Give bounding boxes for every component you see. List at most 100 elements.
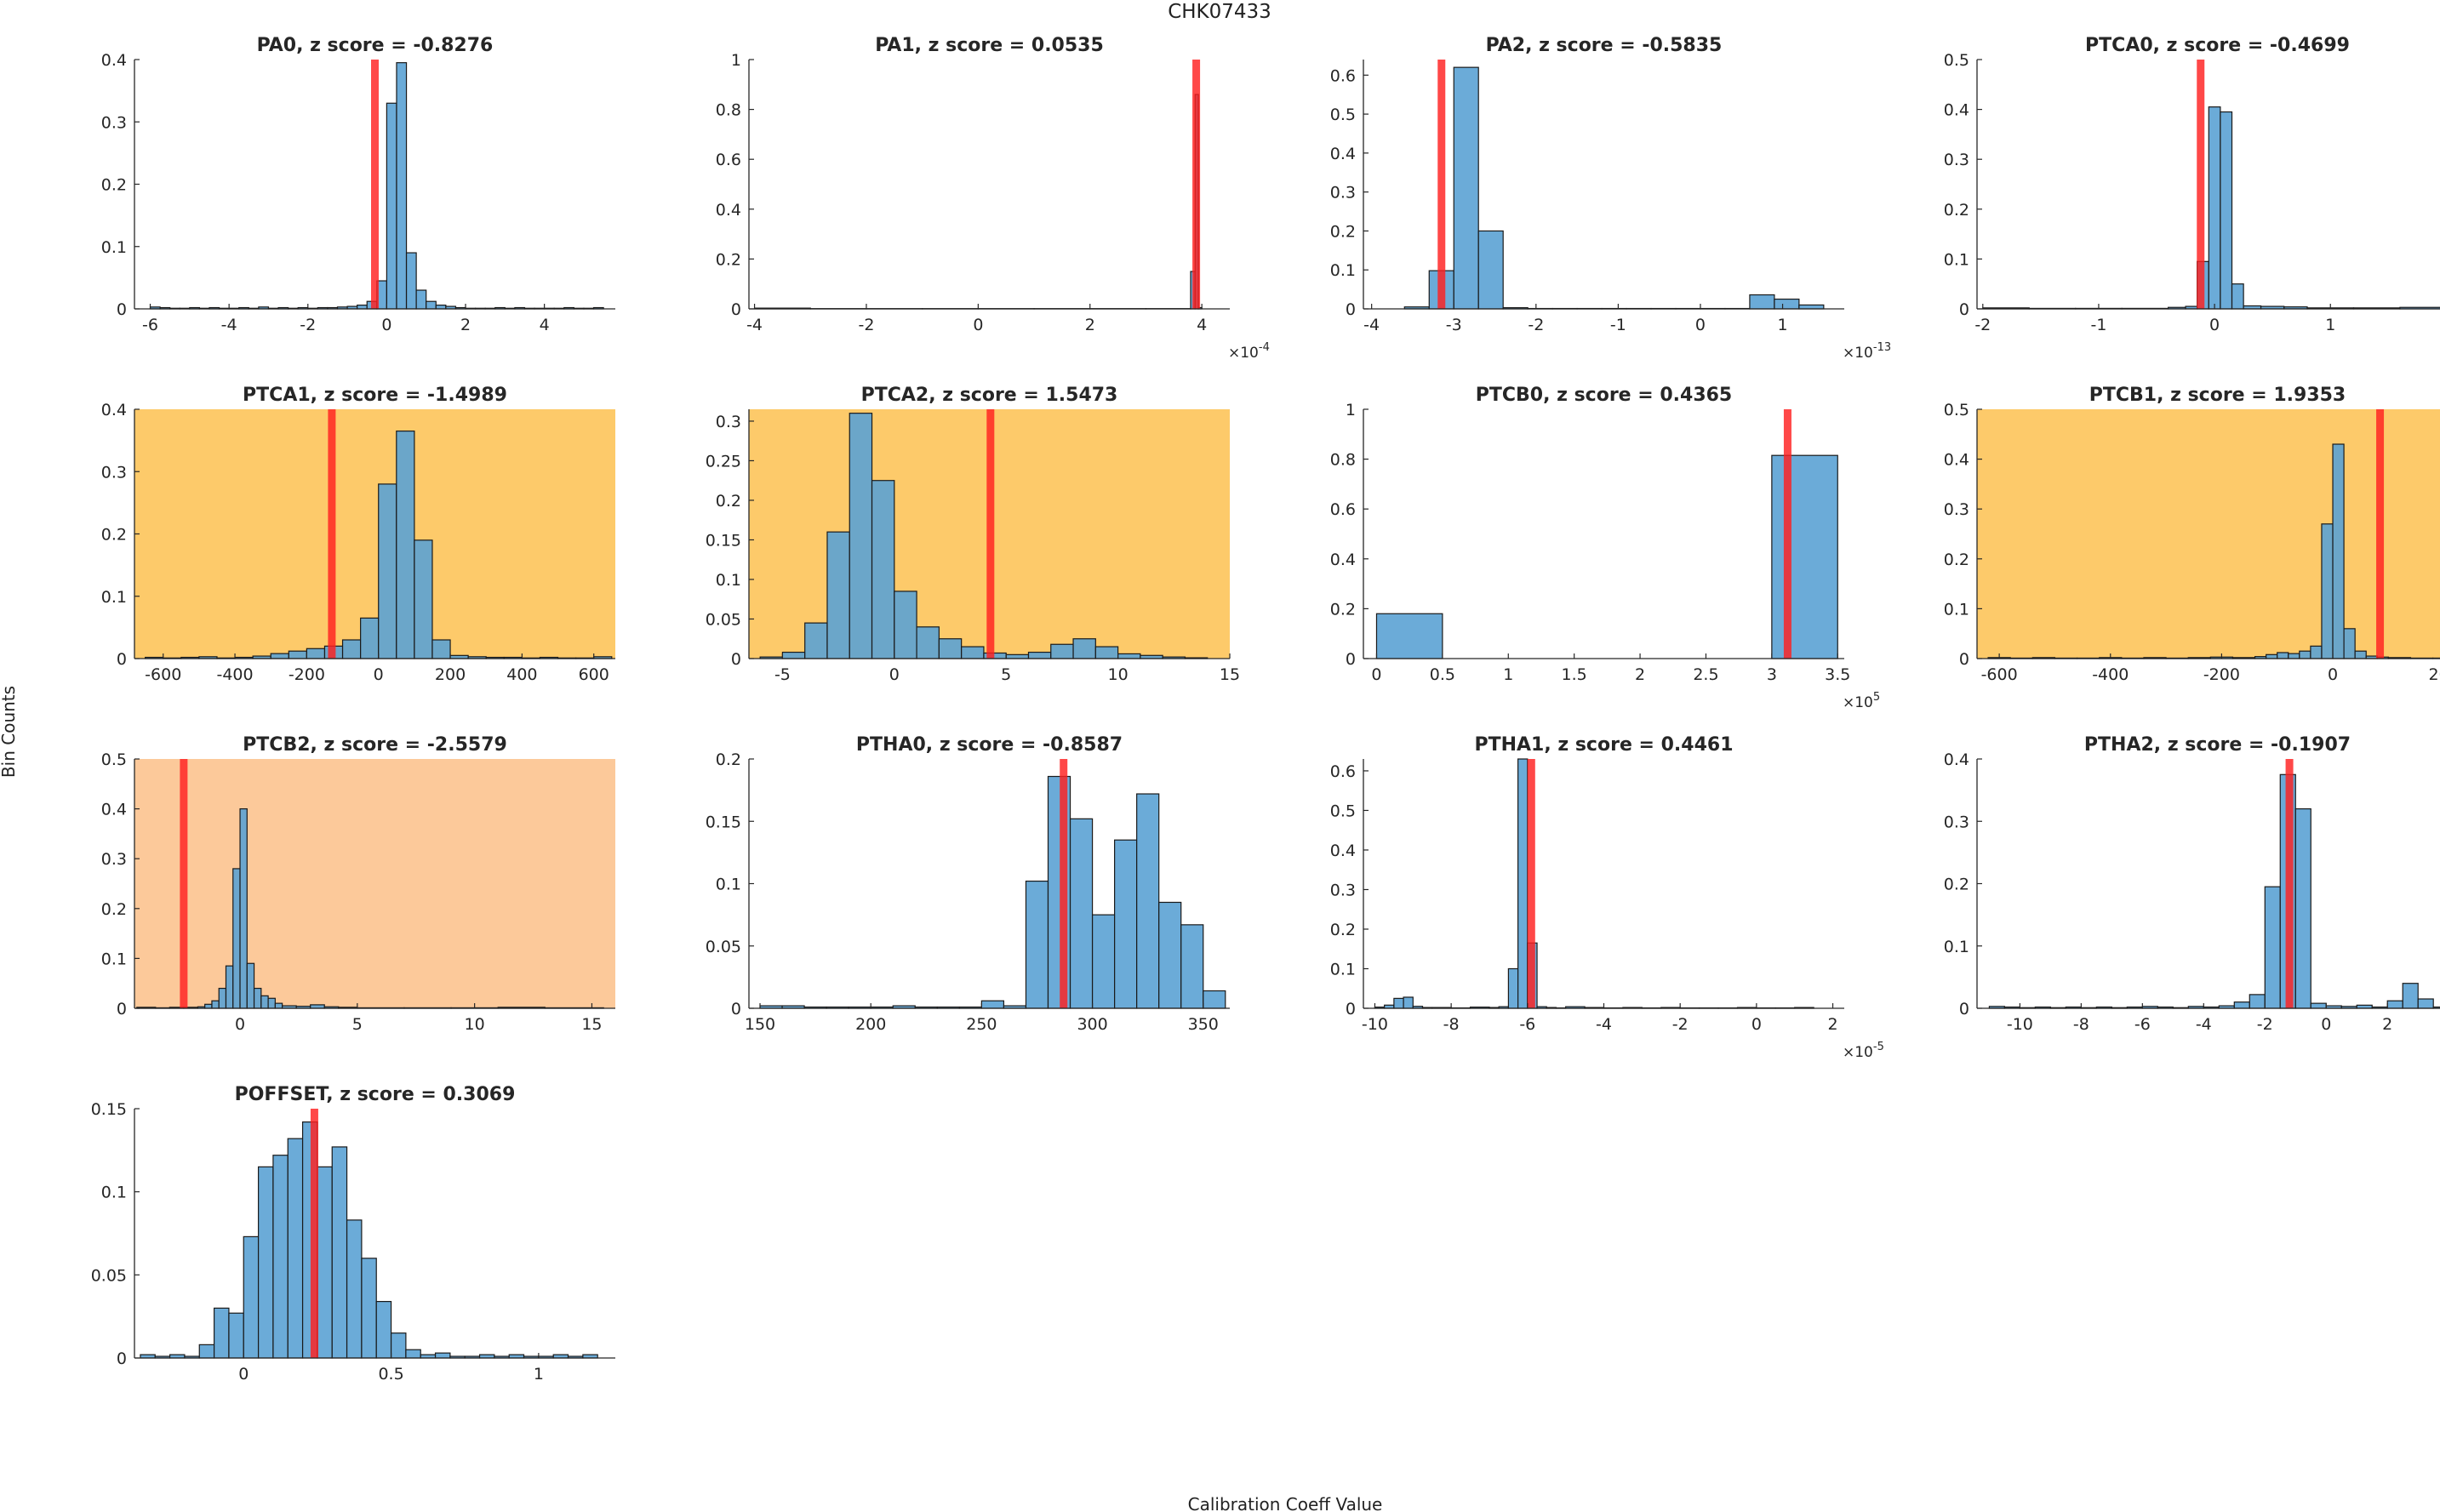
- x-tick-label: 10: [1108, 665, 1129, 684]
- marker-line: [1437, 60, 1446, 309]
- y-tick-label: 0.1: [716, 876, 741, 894]
- marker-line: [1192, 60, 1201, 309]
- x-tick-label: -4: [1596, 1015, 1612, 1034]
- bars: [1375, 454, 1838, 659]
- y-tick-label: 0.2: [1944, 201, 1969, 220]
- x-axis-exponent: ×10-4: [1228, 341, 1270, 362]
- x-tick-label: 5: [1001, 665, 1011, 684]
- x-tick-label: 1.5: [1562, 665, 1587, 684]
- bar: [2310, 645, 2323, 659]
- x-tick-label: 600: [579, 665, 609, 684]
- bar: [2332, 443, 2345, 659]
- panel-poffset: 0 0.5 1 0 0.05 0.1 0.15 POFFSET, z score = 0.30…: [91, 1084, 615, 1384]
- y-tick-label: 0.2: [716, 750, 741, 769]
- y-tick-label: 0.2: [1944, 551, 1969, 569]
- x-tick-label: 0: [235, 1015, 245, 1034]
- bar: [426, 300, 437, 310]
- panel-pa2: -4 -3 -2 -1 0 1 0 0.1 0.2 0.3 0.4 0.5 0.6 ×10-13 PA2, …: [1330, 35, 1891, 362]
- bar: [434, 1352, 451, 1359]
- y-tick-label: 0.3: [1944, 500, 1969, 519]
- y-tick-label: 0.5: [1944, 401, 1969, 419]
- figure-title: CHK07433: [1168, 1, 1271, 23]
- y-tick-label: 0.5: [1330, 802, 1356, 820]
- marker-line: [328, 409, 336, 659]
- x-tick-label: 0: [889, 665, 900, 684]
- panel-ptcb2: 0 5 10 15 0 0.1 0.2 0.3 0.4 0.5 PTCB2, z score = -…: [101, 734, 615, 1034]
- bar: [2402, 983, 2419, 1009]
- bar: [267, 997, 276, 1009]
- x-tick-label: 200: [855, 1015, 886, 1034]
- bar: [225, 965, 234, 1009]
- x-tick-label: -1: [2090, 316, 2106, 334]
- y-tick-label: 0.4: [1944, 750, 1969, 769]
- x-tick-label: 0: [1695, 316, 1706, 334]
- x-tick-label: 0: [1371, 665, 1381, 684]
- y-tick-label: 0.4: [101, 51, 127, 70]
- bar: [871, 480, 895, 659]
- bar: [306, 648, 326, 659]
- y-tick-label: 0.1: [1944, 938, 1969, 956]
- y-tick-label: 0: [1959, 300, 1969, 319]
- y-tick-label: 0.2: [101, 900, 127, 919]
- bars: [1988, 773, 2440, 1009]
- x-tick-label: -2: [1528, 316, 1544, 334]
- x-tick-label: -2: [1672, 1015, 1689, 1034]
- bar: [1180, 924, 1204, 1009]
- y-tick-label: 0.3: [1330, 881, 1356, 899]
- y-tick-label: 0.6: [1330, 762, 1356, 781]
- bars: [759, 775, 1226, 1009]
- x-tick-label: 0: [2209, 316, 2220, 334]
- y-tick-label: 0.1: [101, 588, 127, 607]
- bar: [916, 626, 940, 659]
- x-tick-label: 1: [2325, 316, 2335, 334]
- x-tick-label: 200: [2429, 665, 2440, 684]
- bar: [357, 305, 368, 310]
- panel-pa0: -6 -4 -2 0 2 4 0 0.1 0.2 0.3 0.4 PA0, z score = -0.…: [101, 35, 615, 334]
- y-tick-label: 0: [1346, 1000, 1356, 1018]
- bar: [2266, 653, 2278, 659]
- panel-ptha0: 150 200 250 300 350 0 0.05 0.1 0.15 0.2 PTHA0, z s…: [706, 734, 1230, 1034]
- panel-title: PTCA2, z score = 1.5473: [861, 385, 1118, 406]
- bar: [213, 1307, 230, 1359]
- y-tick-label: 0.2: [1944, 876, 1969, 894]
- y-tick-label: 0: [1959, 1000, 1969, 1018]
- bar: [341, 639, 362, 659]
- bar: [360, 617, 380, 659]
- bar: [2310, 1002, 2327, 1009]
- bar: [2231, 283, 2244, 310]
- bar: [2417, 998, 2434, 1009]
- bar: [2277, 652, 2289, 659]
- bar: [1403, 996, 1414, 1009]
- bar: [1072, 638, 1096, 659]
- bars: [140, 1121, 598, 1359]
- bar: [1771, 454, 1838, 659]
- y-tick-label: 0.4: [1330, 842, 1356, 860]
- y-tick-label: 0.2: [1330, 600, 1356, 619]
- y-tick-label: 0: [117, 650, 127, 669]
- panel-title: PA0, z score = -0.8276: [257, 35, 494, 56]
- y-tick-label: 0.6: [1330, 500, 1356, 519]
- marker-line: [2376, 409, 2385, 659]
- bar: [260, 995, 269, 1009]
- x-tick-label: 0: [973, 316, 983, 334]
- x-tick-label: -1: [1610, 316, 1626, 334]
- bar: [938, 638, 963, 659]
- y-tick-label: 0.1: [101, 238, 127, 257]
- panel-ptha1: -10 -8 -6 -4 -2 0 2 0 0.1 0.2 0.3 0.4 0.5 0.6 ×10-5 PTH…: [1330, 734, 1884, 1061]
- exponent-base: ×10: [1843, 345, 1873, 362]
- bar: [2354, 650, 2367, 659]
- y-tick-label: 0.05: [706, 610, 741, 629]
- x-tick-label: 0: [381, 316, 391, 334]
- x-tick-label: -6: [142, 316, 158, 334]
- bar: [2233, 1001, 2250, 1009]
- y-tick-label: 0.4: [716, 201, 741, 220]
- y-tick-label: 0.1: [1330, 960, 1356, 979]
- bar: [211, 1000, 220, 1009]
- bar: [894, 591, 917, 659]
- bar: [1774, 298, 1800, 310]
- x-tick-label: -200: [289, 665, 325, 684]
- bar: [1069, 818, 1094, 1009]
- marker-line: [371, 60, 379, 309]
- bar: [1025, 880, 1049, 1009]
- y-tick-label: 0.2: [716, 250, 741, 269]
